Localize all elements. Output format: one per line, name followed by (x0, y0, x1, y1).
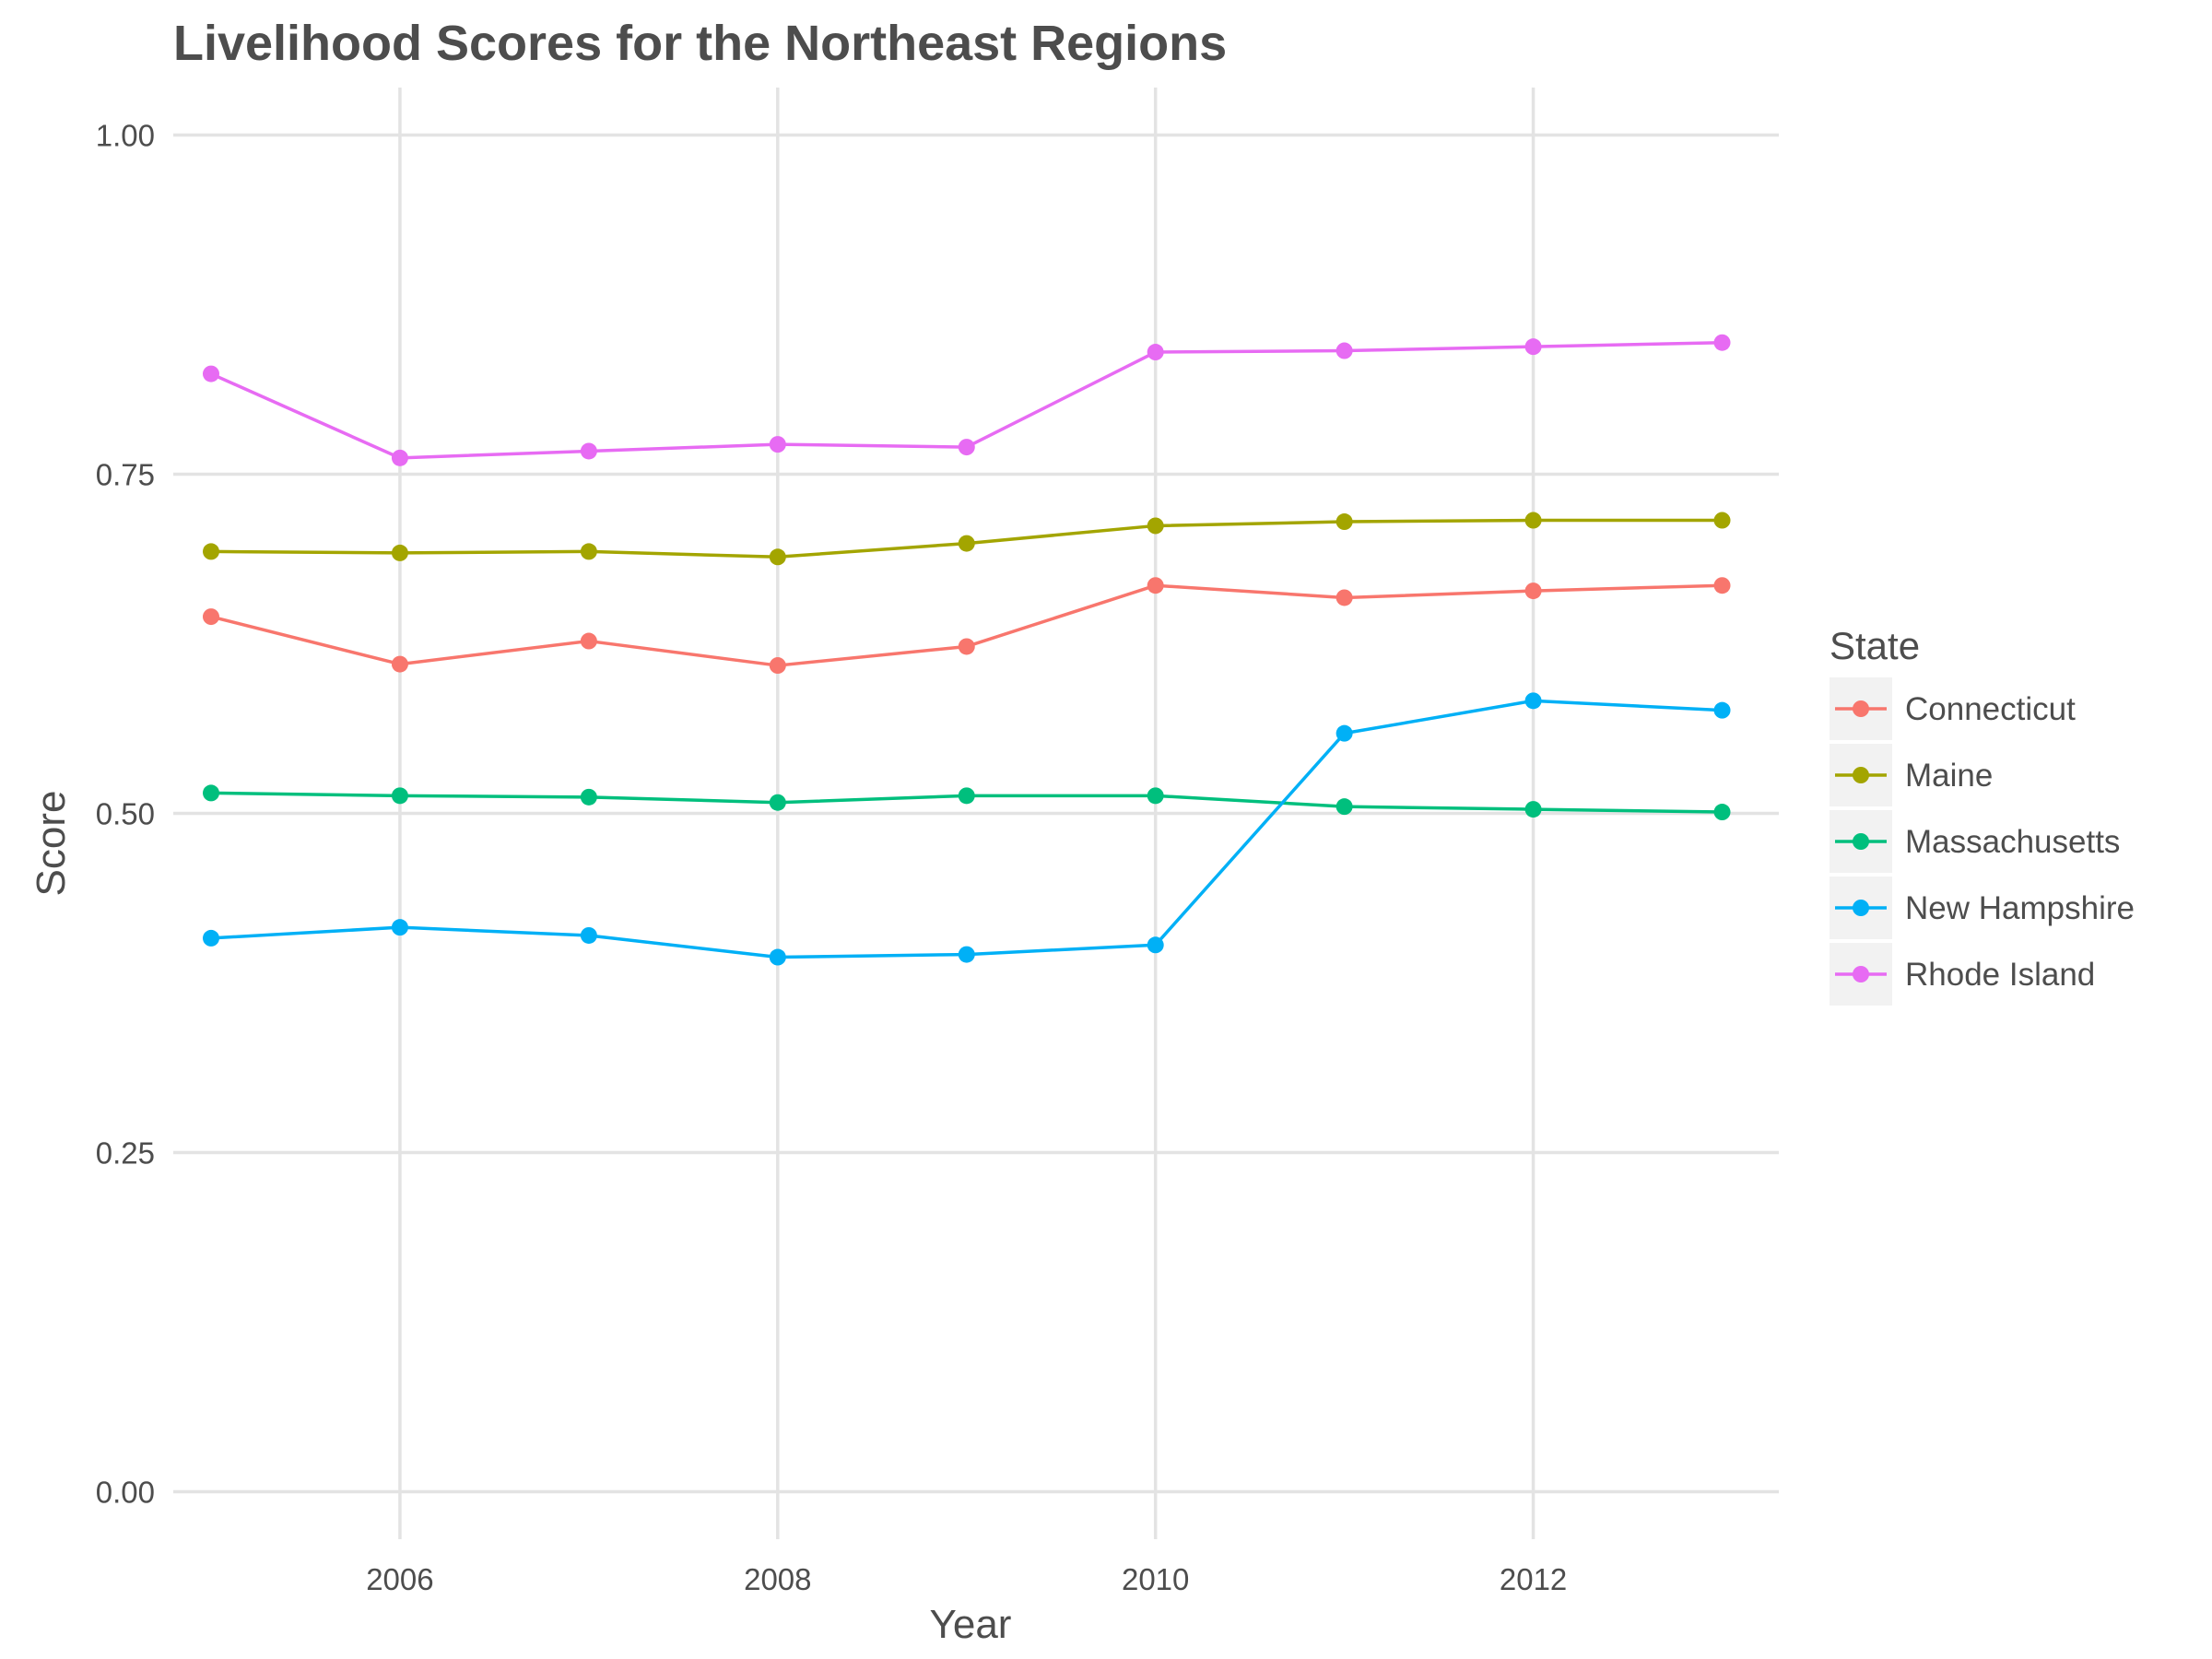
legend-item-new-hampshire: New Hampshire (1830, 877, 2135, 939)
legend-label: Rhode Island (1905, 957, 2095, 993)
data-point-new-hampshire (958, 946, 975, 963)
data-point-massachusetts (769, 794, 786, 811)
legend-item-connecticut: Connecticut (1830, 677, 2076, 740)
data-point-new-hampshire (1524, 692, 1542, 710)
legend-label: New Hampshire (1905, 890, 2135, 926)
data-point-connecticut (202, 608, 219, 626)
y-tick-label: 0.50 (96, 797, 155, 831)
series-rhode-island (202, 334, 1731, 466)
data-point-connecticut (1335, 589, 1353, 606)
data-point-massachusetts (1335, 798, 1353, 816)
data-point-rhode-island (580, 442, 597, 460)
data-point-connecticut (1713, 577, 1731, 594)
data-point-maine (769, 548, 786, 566)
data-point-massachusetts (1524, 801, 1542, 818)
legend-item-maine: Maine (1830, 744, 1993, 806)
series-layer (202, 334, 1731, 966)
data-point-maine (1524, 512, 1542, 529)
data-point-connecticut (769, 657, 786, 675)
series-connecticut (202, 577, 1731, 675)
y-tick-label: 1.00 (96, 119, 155, 153)
data-point-massachusetts (391, 787, 408, 805)
data-point-rhode-island (1335, 342, 1353, 359)
series-new-hampshire (202, 692, 1731, 966)
data-point-new-hampshire (1335, 724, 1353, 742)
data-point-new-hampshire (1147, 936, 1164, 954)
series-maine (202, 512, 1731, 566)
legend-title: State (1830, 624, 1920, 667)
legend-key-point (1853, 767, 1869, 783)
legend-label: Massachusetts (1905, 824, 2120, 860)
y-tick-label: 0.75 (96, 458, 155, 492)
data-point-massachusetts (202, 784, 219, 802)
series-massachusetts (202, 784, 1731, 821)
data-point-maine (391, 544, 408, 561)
data-point-new-hampshire (202, 929, 219, 947)
data-point-connecticut (580, 632, 597, 650)
data-point-maine (580, 543, 597, 560)
chart-title: Livelihood Scores for the Northeast Regi… (173, 16, 1227, 71)
legend-item-massachusetts: Massachusetts (1830, 810, 2120, 873)
data-point-maine (958, 535, 975, 552)
legend: State Connecticut Maine Massachusetts New H… (1830, 624, 2135, 1006)
y-axis-title: Score (29, 791, 74, 897)
x-tick-label: 2008 (744, 1562, 811, 1596)
legend-key-point (1853, 900, 1869, 916)
legend-label: Connecticut (1905, 691, 2076, 727)
data-point-massachusetts (1147, 787, 1164, 805)
data-point-rhode-island (202, 365, 219, 382)
data-point-new-hampshire (769, 948, 786, 966)
data-point-rhode-island (1524, 338, 1542, 356)
data-point-rhode-island (1713, 334, 1731, 351)
data-point-maine (1335, 513, 1353, 531)
data-point-new-hampshire (1713, 701, 1731, 719)
y-tick-label: 0.25 (96, 1135, 155, 1170)
legend-key-point (1853, 966, 1869, 982)
legend-key-point (1853, 833, 1869, 850)
data-point-maine (1147, 517, 1164, 535)
y-tick-label: 0.00 (96, 1475, 155, 1509)
x-axis-title: Year (930, 1602, 1012, 1647)
data-point-massachusetts (580, 788, 597, 806)
x-axis-ticks: 2006 2008 2010 2012 (366, 1562, 1567, 1596)
legend-item-rhode-island: Rhode Island (1830, 943, 2095, 1006)
legend-key-point (1853, 700, 1869, 717)
data-point-massachusetts (1713, 804, 1731, 821)
data-point-rhode-island (391, 449, 408, 466)
data-point-maine (1713, 512, 1731, 529)
data-point-connecticut (1147, 577, 1164, 594)
data-point-rhode-island (1147, 344, 1164, 361)
legend-label: Maine (1905, 758, 1993, 794)
series-line-new-hampshire (210, 699, 1723, 959)
data-point-connecticut (958, 638, 975, 655)
y-axis-ticks: 0.00 0.25 0.50 0.75 1.00 (96, 119, 155, 1510)
x-tick-label: 2006 (366, 1562, 433, 1596)
x-tick-label: 2010 (1122, 1562, 1189, 1596)
data-point-connecticut (1524, 582, 1542, 600)
data-point-massachusetts (958, 787, 975, 805)
data-point-maine (202, 543, 219, 560)
data-point-rhode-island (769, 436, 786, 453)
data-point-connecticut (391, 655, 408, 673)
data-point-rhode-island (958, 439, 975, 456)
data-point-new-hampshire (391, 919, 408, 936)
data-point-new-hampshire (580, 926, 597, 944)
x-tick-label: 2012 (1500, 1562, 1567, 1596)
